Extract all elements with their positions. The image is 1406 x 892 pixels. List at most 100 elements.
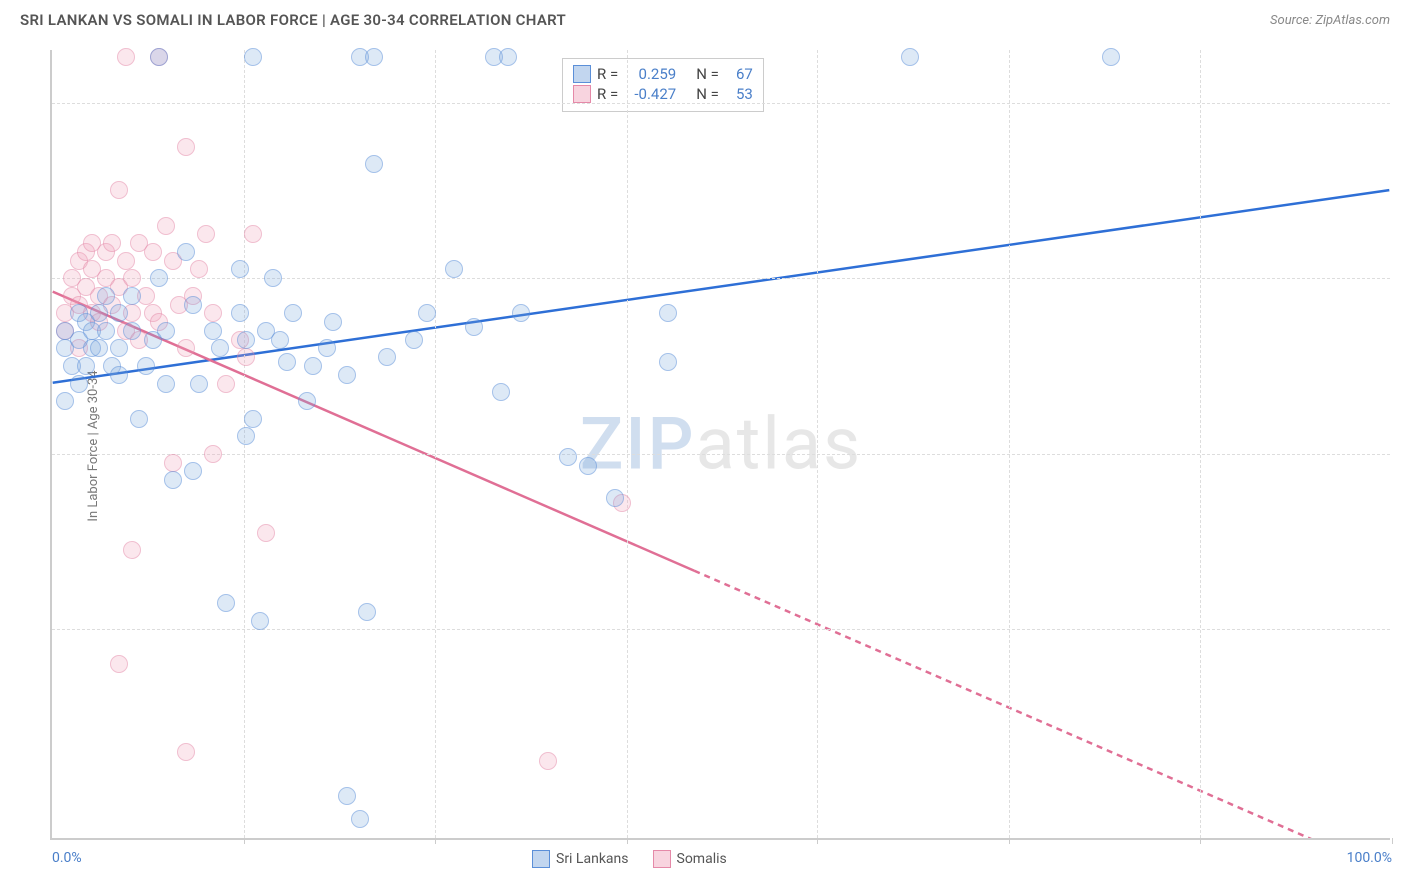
chart-title: SRI LANKAN VS SOMALI IN LABOR FORCE | AG…: [20, 11, 566, 29]
x-tick-mark: [435, 838, 436, 844]
y-tick-label: 70.0%: [1400, 621, 1406, 637]
x-tick-mark: [1392, 838, 1393, 844]
correlation-stats-box: R = 0.259 N = 67 R = -0.427 N = 53: [562, 58, 764, 112]
gridline-v: [1200, 50, 1201, 838]
scatter-point-blue: [901, 48, 919, 66]
scatter-point-pink: [244, 225, 262, 243]
scatter-point-blue: [150, 269, 168, 287]
scatter-point-pink: [164, 454, 182, 472]
stats-swatch-blue: [573, 65, 591, 83]
r-label: R =: [597, 85, 618, 103]
scatter-point-pink: [144, 243, 162, 261]
gridline-v: [817, 50, 818, 838]
gridline-h: [52, 629, 1390, 630]
scatter-point-blue: [157, 322, 175, 340]
scatter-point-pink: [204, 445, 222, 463]
y-tick-label: 100.0%: [1400, 95, 1406, 111]
n-value: 53: [725, 85, 753, 103]
scatter-point-blue: [318, 339, 336, 357]
scatter-point-blue: [559, 448, 577, 466]
scatter-point-blue: [110, 339, 128, 357]
scatter-point-pink: [110, 181, 128, 199]
scatter-point-blue: [177, 243, 195, 261]
scatter-point-pink: [257, 524, 275, 542]
source-attribution: Source: ZipAtlas.com: [1270, 13, 1390, 28]
scatter-point-blue: [130, 410, 148, 428]
trend-lines-svg: [52, 50, 1390, 838]
x-tick-mark: [244, 838, 245, 844]
legend-item-blue: Sri Lankans: [532, 850, 629, 868]
scatter-point-pink: [123, 269, 141, 287]
scatter-point-pink: [190, 260, 208, 278]
legend: Sri Lankans Somalis: [532, 850, 727, 868]
trend-line: [694, 571, 1389, 838]
scatter-point-pink: [539, 752, 557, 770]
scatter-point-blue: [418, 304, 436, 322]
scatter-point-pink: [123, 541, 141, 559]
n-label: N =: [696, 85, 719, 103]
scatter-point-blue: [237, 331, 255, 349]
scatter-point-blue: [278, 353, 296, 371]
scatter-point-blue: [150, 48, 168, 66]
scatter-point-blue: [338, 366, 356, 384]
scatter-point-blue: [365, 155, 383, 173]
gridline-v: [627, 50, 628, 838]
legend-item-pink: Somalis: [653, 850, 727, 868]
x-tick-mark: [817, 838, 818, 844]
scatter-point-blue: [237, 427, 255, 445]
scatter-point-pink: [177, 743, 195, 761]
stats-row-blue: R = 0.259 N = 67: [573, 65, 753, 83]
x-tick-mark: [1009, 838, 1010, 844]
scatter-point-blue: [324, 313, 342, 331]
gridline-h: [52, 454, 1390, 455]
scatter-point-pink: [237, 348, 255, 366]
scatter-point-blue: [579, 457, 597, 475]
gridline-v: [1009, 50, 1010, 838]
scatter-point-blue: [405, 331, 423, 349]
gridline-v: [435, 50, 436, 838]
watermark: ZIPatlas: [580, 402, 862, 487]
scatter-point-blue: [77, 357, 95, 375]
scatter-point-blue: [110, 304, 128, 322]
scatter-point-blue: [499, 48, 517, 66]
scatter-point-blue: [123, 287, 141, 305]
scatter-point-blue: [164, 471, 182, 489]
scatter-point-pink: [177, 138, 195, 156]
scatter-point-pink: [117, 48, 135, 66]
scatter-point-blue: [90, 304, 108, 322]
scatter-point-blue: [264, 269, 282, 287]
scatter-point-pink: [197, 225, 215, 243]
stats-row-pink: R = -0.427 N = 53: [573, 85, 753, 103]
gridline-h: [52, 278, 1390, 279]
scatter-point-blue: [190, 375, 208, 393]
stats-swatch-pink: [573, 85, 591, 103]
scatter-point-blue: [659, 304, 677, 322]
scatter-point-blue: [231, 304, 249, 322]
scatter-point-pink: [110, 655, 128, 673]
y-tick-label: 90.0%: [1400, 270, 1406, 286]
scatter-point-blue: [184, 462, 202, 480]
scatter-point-blue: [271, 331, 289, 349]
source-label: Source:: [1270, 13, 1315, 28]
scatter-point-blue: [351, 810, 369, 828]
r-label: R =: [597, 65, 618, 83]
scatter-point-blue: [137, 357, 155, 375]
gridline-h: [52, 103, 1390, 104]
scatter-point-blue: [204, 322, 222, 340]
scatter-point-blue: [184, 296, 202, 314]
scatter-point-blue: [244, 48, 262, 66]
scatter-point-blue: [606, 489, 624, 507]
scatter-point-blue: [231, 260, 249, 278]
watermark-prefix: ZIP: [580, 402, 696, 487]
r-value: -0.427: [624, 85, 676, 103]
r-value: 0.259: [624, 65, 676, 83]
x-tick-mark: [627, 838, 628, 844]
scatter-point-blue: [244, 410, 262, 428]
scatter-point-blue: [90, 339, 108, 357]
x-tick-label: 100.0%: [1347, 850, 1392, 866]
scatter-point-blue: [298, 392, 316, 410]
scatter-point-blue: [211, 339, 229, 357]
scatter-point-pink: [117, 252, 135, 270]
scatter-point-blue: [157, 375, 175, 393]
scatter-point-blue: [465, 318, 483, 336]
